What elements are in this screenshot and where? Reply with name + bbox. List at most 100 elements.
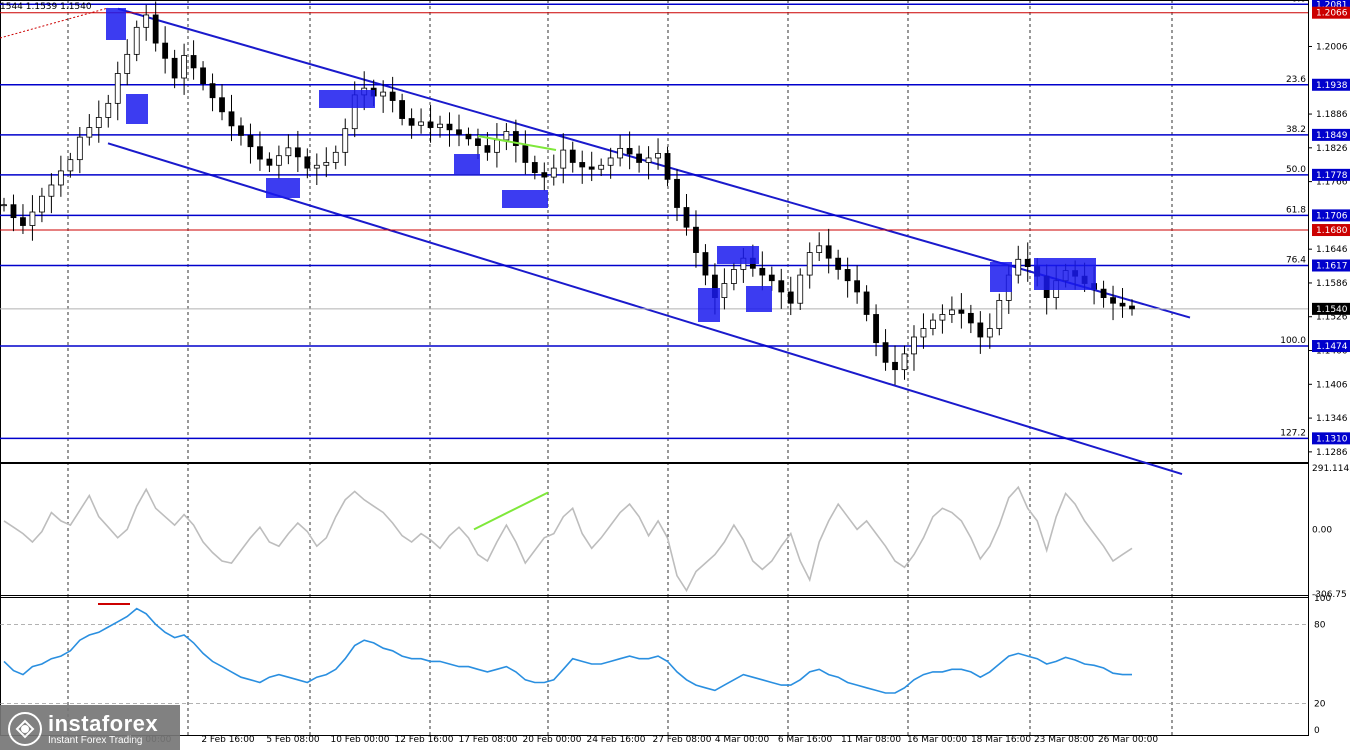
candle-body bbox=[275, 155, 282, 166]
x-tick-label: 23 Mar 08:00 bbox=[1034, 735, 1094, 745]
fib-label: 61.8 bbox=[1286, 205, 1306, 215]
pattern-box bbox=[454, 154, 480, 174]
cci-tick-label: -306.75 bbox=[1312, 590, 1347, 600]
price-tag-box bbox=[1312, 128, 1350, 141]
x-tick-label: 17 Feb 08:00 bbox=[458, 735, 517, 745]
candle-body bbox=[598, 164, 605, 170]
price-tag: 1.1310 bbox=[1312, 432, 1350, 445]
rsi-tick-label: 20 bbox=[1314, 700, 1326, 710]
y-tick-label: 1.1646 bbox=[1316, 245, 1348, 255]
x-tick-label: 27 Feb 08:00 bbox=[652, 735, 711, 745]
candle-body bbox=[1129, 305, 1135, 310]
candle-body bbox=[626, 147, 633, 155]
candle-body bbox=[143, 14, 150, 28]
price-tag: 1.1938 bbox=[1312, 78, 1350, 91]
candle-body bbox=[484, 145, 491, 153]
candle-body bbox=[29, 211, 36, 226]
price-tag: 1.1474 bbox=[1312, 340, 1350, 353]
price-tag-label: 1.1680 bbox=[1316, 226, 1348, 236]
candle-body bbox=[816, 245, 823, 253]
x-tick-label: 20 Feb 00:00 bbox=[522, 735, 581, 745]
price-tag-box bbox=[1312, 340, 1350, 353]
price-tag-box bbox=[1312, 432, 1350, 445]
price-tag-label: 1.1474 bbox=[1316, 342, 1348, 352]
candle-body bbox=[569, 149, 576, 163]
x-tick-label: 24 Feb 16:00 bbox=[586, 735, 645, 745]
candle-body bbox=[541, 172, 548, 178]
price-tag-label: 1.2081 bbox=[1316, 0, 1348, 10]
main-panel-frame bbox=[0, 0, 1309, 463]
price-tag-label: 1.1849 bbox=[1316, 131, 1348, 141]
candle-body bbox=[645, 157, 652, 163]
fib-label: 100.0 bbox=[1280, 336, 1306, 346]
pattern-box bbox=[1034, 258, 1096, 290]
price-tag: 1.1778 bbox=[1312, 168, 1350, 181]
cci-tick-label: 0.00 bbox=[1312, 525, 1332, 535]
price-tag: 1.1706 bbox=[1312, 209, 1350, 222]
candle-body bbox=[844, 269, 851, 282]
pattern-box bbox=[717, 246, 759, 264]
candle-body bbox=[399, 100, 406, 119]
pattern-box bbox=[266, 178, 300, 198]
candle-body bbox=[674, 178, 680, 208]
price-tag: 1.2081 bbox=[1312, 0, 1350, 11]
candle-body bbox=[768, 274, 775, 282]
candle-body bbox=[1, 204, 7, 207]
candle-body bbox=[304, 156, 311, 169]
candle-body bbox=[456, 129, 462, 135]
candle-body bbox=[67, 159, 74, 172]
candle-body bbox=[332, 151, 339, 163]
candle-body bbox=[494, 139, 500, 153]
candle-body bbox=[105, 102, 112, 118]
candle-body bbox=[380, 91, 387, 97]
price-tag-box bbox=[1312, 259, 1350, 272]
candle-body bbox=[48, 184, 55, 197]
candle-body bbox=[124, 53, 131, 74]
candle-body bbox=[787, 291, 794, 304]
price-tag-label: 1.1310 bbox=[1316, 434, 1348, 444]
candle-body bbox=[607, 157, 614, 166]
candle-body bbox=[190, 55, 197, 69]
candle-body bbox=[825, 245, 832, 259]
y-tick-label: 1.1826 bbox=[1316, 144, 1348, 154]
pattern-box bbox=[319, 90, 375, 108]
candle-body bbox=[512, 131, 519, 146]
candle-body bbox=[228, 111, 235, 127]
candle-body bbox=[446, 123, 453, 131]
candle-body bbox=[873, 314, 879, 344]
candle-body bbox=[465, 133, 472, 140]
rsi-tick-label: 100 bbox=[1314, 594, 1331, 604]
candle-body bbox=[181, 55, 188, 79]
candle-body bbox=[588, 166, 595, 170]
x-tick-label: 16 Mar 00:00 bbox=[907, 735, 967, 745]
candle-body bbox=[730, 269, 737, 284]
current-price-label: 1.1540 bbox=[1316, 305, 1348, 315]
candle-body bbox=[721, 283, 728, 298]
y-tick-label: 1.2006 bbox=[1316, 42, 1348, 52]
candle-body bbox=[114, 73, 121, 104]
candle-body bbox=[133, 26, 140, 55]
current-price-tag: 1.1540 bbox=[1312, 302, 1350, 315]
cci-divergence-line bbox=[473, 491, 549, 531]
candle-body bbox=[76, 136, 83, 161]
y-tick-label: 1.1406 bbox=[1316, 380, 1348, 390]
candle-body bbox=[285, 147, 292, 157]
candle-body bbox=[1024, 258, 1031, 268]
y-tick-label: 1.1586 bbox=[1316, 279, 1348, 289]
candle-body bbox=[759, 267, 766, 276]
candle-body bbox=[95, 117, 102, 128]
instaforex-logo: instaforex Instant Forex Trading bbox=[0, 705, 180, 750]
candle-body bbox=[655, 153, 661, 159]
candle-body bbox=[797, 274, 804, 304]
cci-line bbox=[3, 485, 1133, 593]
candle-body bbox=[958, 309, 965, 314]
pattern-box bbox=[746, 286, 772, 312]
pattern-box bbox=[126, 94, 148, 124]
price-tag: 1.1617 bbox=[1312, 259, 1350, 272]
candle-body bbox=[882, 342, 889, 363]
candle-body bbox=[939, 314, 946, 321]
candle-body bbox=[162, 42, 169, 59]
candle-body bbox=[247, 135, 254, 148]
candle-body bbox=[238, 125, 244, 136]
